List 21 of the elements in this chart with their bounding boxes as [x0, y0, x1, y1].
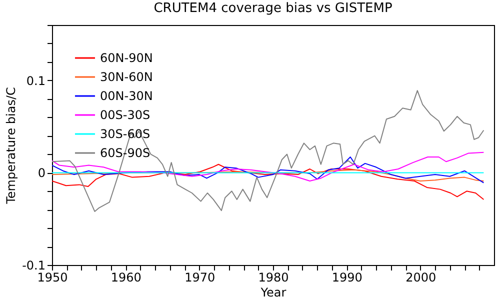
legend-label: 00N-30N — [100, 89, 153, 103]
x-tick-label: 2000 — [406, 270, 436, 284]
x-tick-label: 1950 — [37, 270, 68, 284]
x-tick-label: 1970 — [184, 270, 216, 284]
x-tick-label: 1990 — [332, 270, 362, 284]
legend-label: 00S-30S — [100, 108, 150, 122]
x-axis-title: Year — [260, 286, 286, 300]
y-tick-label: 0.1 — [26, 74, 46, 88]
chart-title: CRUTEM4 coverage bias vs GISTEMP — [154, 1, 392, 16]
line-series — [52, 164, 484, 200]
x-tick-label: 1960 — [110, 270, 142, 284]
y-axis-title: Temperature bias/C — [4, 87, 18, 205]
legend-label: 30S-60S — [100, 127, 150, 141]
x-tick-label: 1980 — [258, 270, 289, 284]
y-tick-label: 0 — [38, 166, 46, 180]
line-series — [52, 90, 484, 212]
line-series — [52, 156, 484, 184]
legend-label: 60N-90N — [100, 51, 153, 65]
legend-label: 30N-60N — [100, 70, 153, 84]
legend-label: 60S-90S — [100, 146, 150, 160]
y-tick-label: -0.1 — [22, 258, 46, 272]
